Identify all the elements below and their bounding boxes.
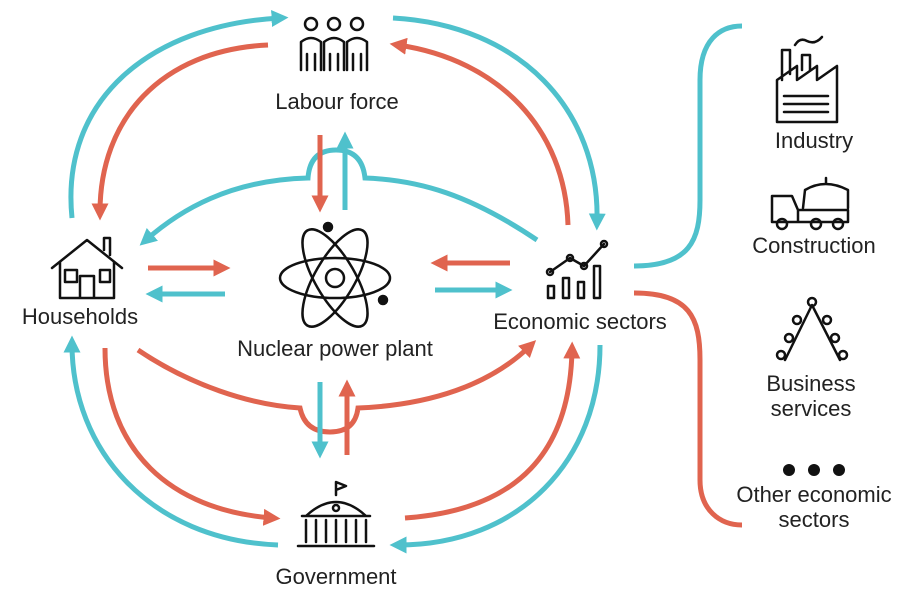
sector-label: services bbox=[771, 396, 852, 421]
node-label: Labour force bbox=[275, 89, 399, 114]
sector-label: Industry bbox=[775, 128, 853, 153]
sector-label: Construction bbox=[752, 233, 876, 258]
labels: Labour force Households Nuclear power pl… bbox=[22, 89, 892, 589]
sector-label: Business bbox=[766, 371, 855, 396]
node-label: Nuclear power plant bbox=[237, 336, 433, 361]
flows bbox=[63, 9, 743, 554]
node-label: Households bbox=[22, 304, 138, 329]
icons bbox=[50, 16, 850, 548]
sector-label: sectors bbox=[779, 507, 850, 532]
sector-label: Other economic bbox=[736, 482, 891, 507]
node-label: Economic sectors bbox=[493, 309, 667, 334]
node-label: Government bbox=[275, 564, 396, 589]
